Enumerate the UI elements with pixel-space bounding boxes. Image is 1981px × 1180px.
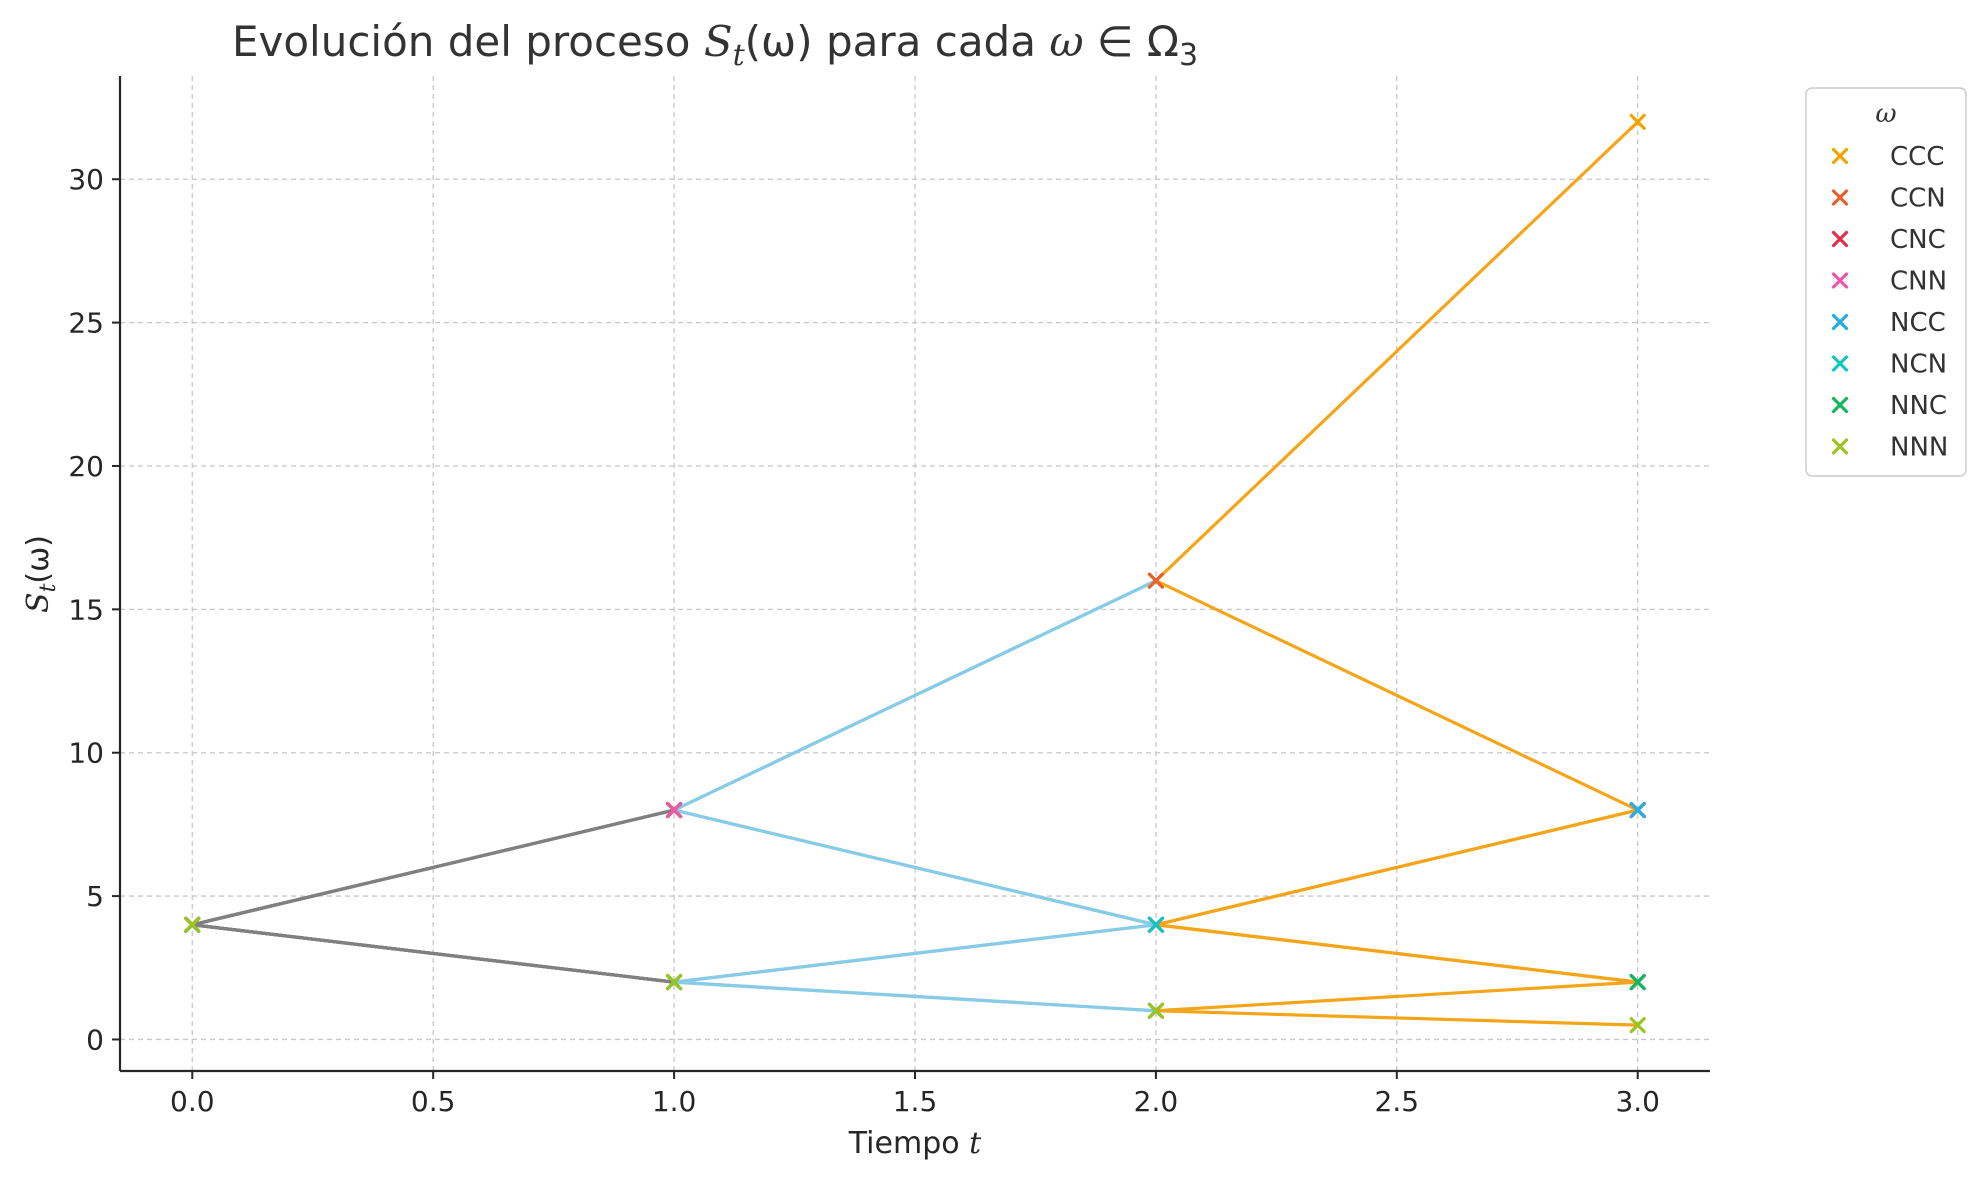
legend-label-ccc: CCC [1890,142,1944,172]
x-tick-label: 2.0 [1134,1085,1179,1118]
legend-label-cnc: CNC [1890,225,1946,255]
y-axis-label: St(ω) [21,535,61,613]
x-axis-label: Tiempo t [848,1126,982,1161]
y-tick-label: 10 [68,737,104,770]
x-tick-label: 1.0 [652,1085,697,1118]
legend-label-nnn: NNN [1890,433,1948,463]
x-tick-label: 3.0 [1615,1085,1660,1118]
series-segment-cnn [190,808,676,927]
data-point-cnn [665,801,683,819]
series-segment-nnn [672,980,1158,1013]
series-segment-ccc [1154,120,1640,583]
legend: ω CCC CCN CNC CNN NCC NCN NNC NNN [1805,87,1967,477]
legend-marker-ncn [1831,355,1849,372]
chart-title: Evolución del proceso St(ω) para cada ω … [232,17,1198,73]
data-point-nnn [184,916,201,933]
y-tick-label: 15 [68,593,104,626]
x-tick-label: 0.0 [170,1085,215,1118]
legend-label-ncn: NCN [1890,350,1947,380]
legend-marker-ccc [1831,147,1849,165]
series-segment-ncc [1154,808,1640,927]
legend-marker-ncc [1831,313,1849,331]
series-segment-nnn [190,923,676,984]
legend-label-nnc: NNC [1890,391,1947,421]
y-ticks: 0 5 10 15 20 25 30 [68,163,120,1056]
y-tick-label: 25 [68,307,104,340]
series-segment-cnn [672,808,1158,927]
y-tick-label: 30 [68,163,104,196]
legend-label-ccn: CCN [1890,184,1946,214]
data-point-nnc [1629,974,1646,991]
series-segment-ccn [1154,579,1640,812]
legend-label-ncc: NCC [1890,308,1946,338]
y-tick-label: 20 [68,450,104,483]
legend-label-cnn: CNN [1890,267,1947,297]
legend-frame [1805,87,1967,477]
data-point-ncc [1629,801,1646,819]
y-tick-label: 0 [86,1023,104,1056]
x-tick-label: 2.5 [1375,1085,1420,1118]
series-lines [190,120,1640,1027]
legend-marker-nnn [1831,438,1849,455]
legend-marker-nnc [1831,396,1849,414]
legend-marker-cnn [1831,272,1849,289]
series-segment-nnc [1154,980,1640,1013]
legend-marker-cnc [1831,230,1849,248]
x-tick-label: 1.5 [893,1085,938,1118]
data-point-nnn [1629,1017,1646,1034]
data-point-ccn [1147,572,1165,589]
data-point-ccc [1629,113,1646,130]
x-tick-label: 0.5 [411,1085,456,1118]
legend-marker-ccn [1831,189,1849,206]
x-ticks: 0.0 0.5 1.0 1.5 2.0 2.5 3.0 [170,1071,1660,1118]
series-markers [184,113,1646,1034]
series-segment-ncn [1154,923,1640,984]
series-segment-ccn [672,579,1158,812]
legend-items: CCC CCN CNC CNN NCC NCN NNC NNN [1831,142,1948,463]
data-point-nnn [665,974,683,991]
legend-title: ω [1875,99,1896,129]
data-point-ncn [1147,916,1165,933]
series-segment-nnn [1154,1009,1640,1027]
data-point-nnn [1147,1002,1165,1019]
series-segment-ncn [672,923,1158,984]
y-tick-label: 5 [86,880,104,913]
grid [120,76,1710,1071]
